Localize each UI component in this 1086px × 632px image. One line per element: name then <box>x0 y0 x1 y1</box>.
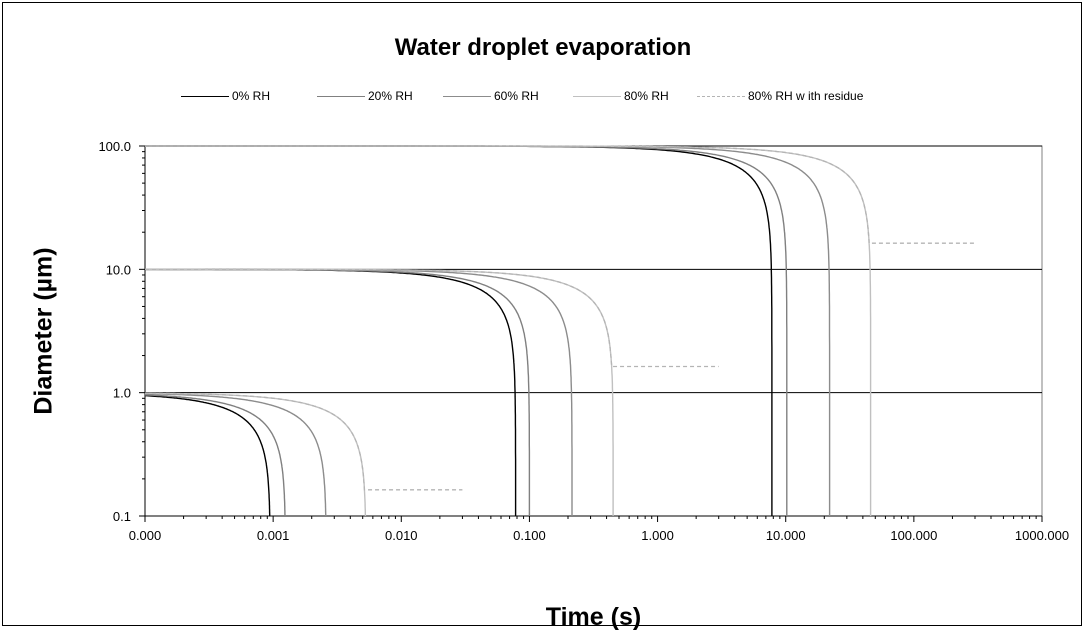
legend-swatch <box>697 95 745 97</box>
y-tick-label: 10.0 <box>106 262 131 277</box>
legend-item: 80% RH <box>573 89 669 103</box>
legend-swatch <box>317 95 365 97</box>
y-tick-label: 1.0 <box>113 386 131 401</box>
legend-swatch <box>181 95 229 97</box>
y-tick-label: 100.0 <box>98 139 131 154</box>
legend-label: 80% RH w ith residue <box>748 89 864 103</box>
x-tick-label: 1.000 <box>641 528 674 543</box>
legend-item: 60% RH <box>443 89 539 103</box>
legend-label: 60% RH <box>494 89 539 103</box>
series-line-2-curve-2 <box>145 145 831 516</box>
series-line-4-curve-1 <box>145 268 719 368</box>
series-line-0-curve-2 <box>145 145 773 516</box>
chart-title: Water droplet evaporation <box>394 34 692 61</box>
x-axis-label: Time (s) <box>545 603 642 631</box>
x-tick-label: 100.000 <box>890 528 937 543</box>
y-axis-label: Diameter (µm) <box>29 247 58 415</box>
series-line-3-curve-2 <box>145 145 872 516</box>
legend-label: 20% RH <box>368 89 413 103</box>
legend-label: 0% RH <box>232 89 271 103</box>
y-tick-label: 0.1 <box>113 509 131 524</box>
x-tick-label: 0.001 <box>257 528 290 543</box>
series-line-4-curve-0 <box>145 392 463 491</box>
x-tick-label: 0.010 <box>385 528 418 543</box>
series-line-2-curve-0 <box>144 393 327 517</box>
legend-label: 80% RH <box>624 89 669 103</box>
series-line-3-curve-0 <box>145 392 367 517</box>
legend-item: 80% RH w ith residue <box>697 89 863 103</box>
legend-item: 20% RH <box>317 89 413 103</box>
x-tick-label: 0.000 <box>129 528 162 543</box>
series-line-1-curve-0 <box>144 394 286 516</box>
x-tick-label: 10.000 <box>766 528 806 543</box>
legend-swatch <box>573 95 621 97</box>
x-tick-label: 1000.000 <box>1015 528 1069 543</box>
series-line-1-curve-2 <box>145 145 788 516</box>
plot-border <box>144 145 1043 517</box>
legend-item: 0% RH <box>181 89 270 103</box>
legend-swatch <box>443 95 491 97</box>
series-line-0-curve-0 <box>144 394 271 516</box>
x-tick-label: 0.100 <box>513 528 546 543</box>
series-line-4-curve-2 <box>145 145 975 244</box>
